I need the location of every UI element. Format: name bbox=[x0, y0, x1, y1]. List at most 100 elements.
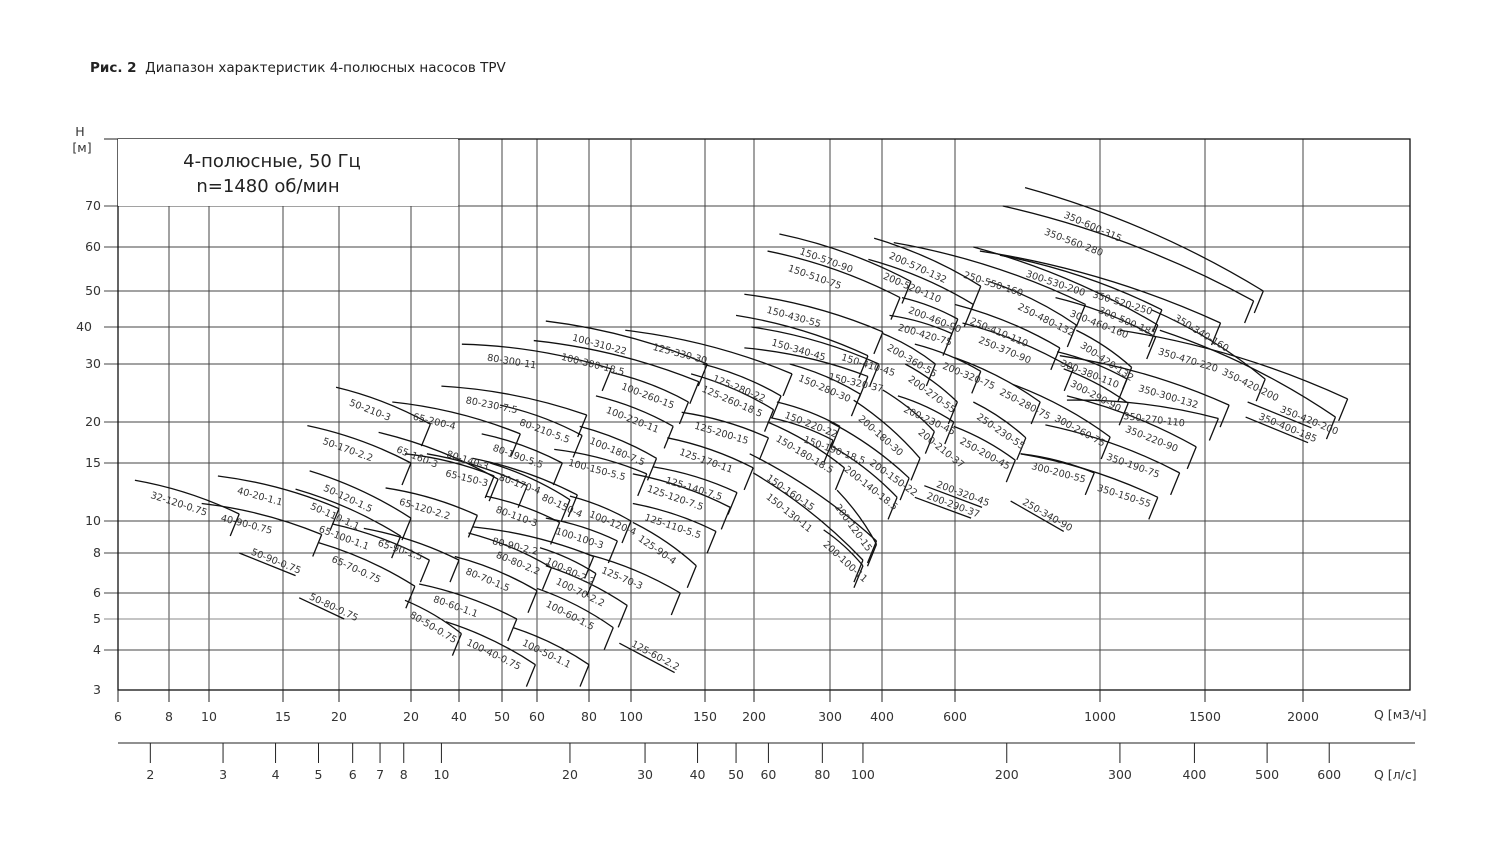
pump-trim-line bbox=[782, 373, 793, 397]
pump-trim-line bbox=[887, 497, 898, 520]
pump-curve bbox=[823, 529, 864, 588]
pump-curve-line bbox=[853, 399, 921, 459]
pump-trim-line bbox=[312, 534, 323, 557]
pump-label: 125-110-5.5 bbox=[643, 512, 702, 541]
pump-trim-line bbox=[771, 395, 782, 419]
pump-curve-line bbox=[1045, 424, 1180, 474]
pump-curve-line bbox=[454, 555, 538, 592]
pump-trim-line bbox=[401, 517, 412, 541]
pump-trim-line bbox=[420, 423, 432, 447]
pump-label: 350-190-75 bbox=[1105, 452, 1161, 481]
pump-trim-line bbox=[901, 281, 912, 304]
pump-label: 350-150-55 bbox=[1096, 483, 1152, 510]
figure-number: Рис. 2 bbox=[90, 60, 137, 76]
pump-curve-line bbox=[318, 542, 416, 587]
pump-curve bbox=[335, 386, 432, 447]
pump-trim-line bbox=[391, 535, 402, 559]
pump-curve-line bbox=[545, 517, 618, 542]
pump-curve bbox=[973, 401, 1027, 461]
pump-curve bbox=[468, 532, 553, 590]
pump-curve-line bbox=[789, 363, 861, 395]
pump-label: 65-90-1.5 bbox=[376, 538, 424, 563]
pump-trim-line bbox=[637, 473, 648, 497]
pump-label: 80-300-11 bbox=[486, 353, 537, 372]
pump-label: 100-150-5.5 bbox=[567, 458, 627, 484]
pump-trim-line bbox=[560, 499, 571, 523]
pump-curve bbox=[882, 332, 936, 387]
pump-curve bbox=[454, 555, 538, 613]
pump-curve-line bbox=[868, 258, 974, 306]
x-tick-label: 100 bbox=[619, 709, 643, 724]
y-tick-label: 40 bbox=[76, 319, 92, 334]
pump-curve bbox=[1002, 205, 1255, 324]
x-tick-label: 50 bbox=[494, 709, 510, 724]
pump-trim-line bbox=[942, 333, 953, 356]
pump-trim-line bbox=[834, 467, 846, 491]
pump-curve bbox=[298, 597, 345, 620]
pump-curve-line bbox=[1245, 416, 1309, 444]
pump-label: 200-210-37 bbox=[916, 427, 966, 471]
pump-trim-line bbox=[552, 462, 563, 486]
pump-curve bbox=[472, 526, 595, 579]
x2-tick-label: 300 bbox=[1108, 767, 1132, 782]
pump-curve bbox=[318, 542, 416, 609]
figure-caption: Диапазон характеристик 4-полюсных насосо… bbox=[145, 60, 506, 76]
pump-curve-line bbox=[404, 453, 495, 477]
pump-curve-line bbox=[588, 554, 681, 594]
pump-label: 300-260-75 bbox=[1052, 413, 1106, 449]
pump-curve bbox=[545, 565, 628, 628]
pump-trim-line bbox=[947, 401, 958, 425]
y-tick-label: 3 bbox=[93, 682, 101, 697]
pump-trim-line bbox=[1253, 290, 1264, 314]
pump-curve-line bbox=[307, 424, 412, 464]
pump-label: 65-70-0.75 bbox=[330, 554, 383, 586]
pump-curve-line bbox=[481, 433, 563, 464]
pump-curve bbox=[331, 523, 431, 583]
figure-title: Рис. 2 Диапазон характеристик 4-полюсных… bbox=[90, 60, 506, 76]
pump-curve bbox=[539, 547, 597, 596]
pump-trim-line bbox=[858, 355, 869, 378]
pump-curve bbox=[533, 339, 700, 404]
pump-curve bbox=[1055, 296, 1157, 360]
pump-curve-line bbox=[667, 437, 754, 469]
pump-label: 65-100-1.1 bbox=[317, 524, 370, 553]
pump-trim-line bbox=[1005, 459, 1016, 483]
y-tick-label: 4 bbox=[93, 642, 101, 657]
pump-curve-line bbox=[749, 453, 877, 542]
pump-curve bbox=[690, 373, 775, 432]
pump-curve bbox=[897, 395, 955, 445]
pump-curve bbox=[445, 621, 536, 687]
pump-curve-line bbox=[823, 529, 864, 567]
pump-curve-line bbox=[1057, 351, 1128, 380]
x-axis-label: Q [м3/ч] bbox=[1374, 707, 1427, 722]
pump-curve-line bbox=[298, 597, 345, 620]
pump-label: 200-320-75 bbox=[941, 361, 997, 392]
pump-curve bbox=[776, 401, 841, 449]
y-tick-label: 30 bbox=[85, 356, 101, 371]
pump-curve-line bbox=[238, 552, 296, 577]
pump-curve-line bbox=[619, 642, 675, 674]
pump-curve bbox=[363, 527, 460, 583]
pump-trim-line bbox=[869, 363, 880, 387]
pump-curve-line bbox=[632, 521, 697, 567]
pump-label: 65-120-2.2 bbox=[398, 497, 452, 523]
x2-tick-label: 5 bbox=[315, 767, 323, 782]
pump-trim-line bbox=[1100, 436, 1111, 460]
pump-curve-line bbox=[1055, 296, 1157, 338]
pump-curve bbox=[472, 457, 578, 518]
pump-curve-line bbox=[1020, 453, 1159, 498]
pump-curve bbox=[744, 347, 869, 399]
y-tick-label: 6 bbox=[93, 585, 101, 600]
pump-trim-line bbox=[689, 381, 700, 404]
x2-tick-label: 4 bbox=[272, 767, 280, 782]
pump-trim-line bbox=[1243, 300, 1255, 324]
pump-label: 150-430-55 bbox=[765, 305, 822, 330]
pump-curve-line bbox=[363, 527, 460, 561]
pump-curve-line bbox=[873, 237, 982, 287]
pump-curve bbox=[924, 485, 983, 508]
pump-trim-line bbox=[1084, 472, 1095, 496]
pump-curve-line bbox=[897, 395, 955, 423]
pump-curve bbox=[217, 475, 340, 531]
pump-curve bbox=[1024, 187, 1264, 314]
x2-tick-label: 8 bbox=[400, 767, 408, 782]
